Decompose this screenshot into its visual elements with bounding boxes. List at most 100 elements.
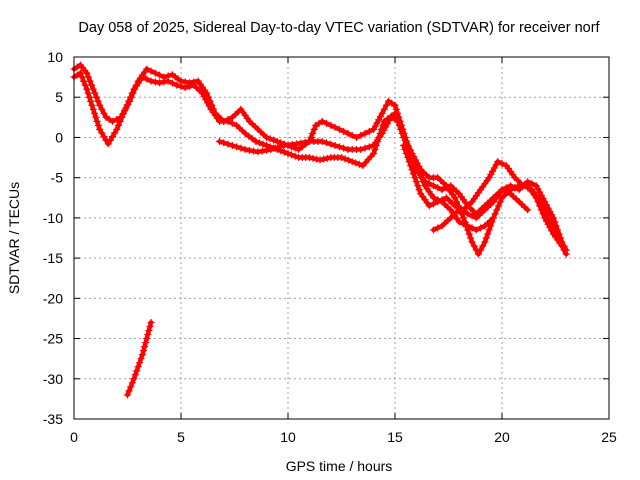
data-point xyxy=(88,81,96,89)
trace-segment xyxy=(379,98,391,116)
data-point xyxy=(173,81,181,89)
x-axis-label: GPS time / hours xyxy=(286,458,393,474)
data-point xyxy=(494,158,502,166)
data-point xyxy=(365,143,373,151)
data-point xyxy=(550,226,558,234)
data-point xyxy=(100,133,108,141)
data-point xyxy=(327,121,335,129)
data-point xyxy=(410,170,418,178)
data-point xyxy=(151,69,159,77)
data-point xyxy=(147,67,155,75)
data-point xyxy=(468,212,476,220)
data-point xyxy=(208,101,216,109)
data-point xyxy=(245,132,253,140)
data-point xyxy=(340,144,348,152)
trace-segment xyxy=(97,103,109,120)
data-point xyxy=(370,150,378,158)
data-point xyxy=(430,200,438,208)
data-point xyxy=(331,123,339,131)
data-point xyxy=(106,136,114,144)
data-point xyxy=(451,202,459,210)
y-tick-label: -5 xyxy=(51,170,64,186)
data-point xyxy=(316,156,324,164)
data-point xyxy=(241,129,249,137)
data-point xyxy=(228,141,236,149)
data-point xyxy=(224,115,232,123)
x-tick-label: 10 xyxy=(280,429,296,445)
data-point xyxy=(401,146,409,154)
data-point xyxy=(524,184,532,192)
data-point xyxy=(92,113,100,121)
data-point xyxy=(335,125,343,133)
data-point xyxy=(489,214,497,222)
data-point xyxy=(76,69,84,77)
data-point xyxy=(284,150,292,158)
data-point xyxy=(491,210,499,218)
y-tick-label: -10 xyxy=(43,210,63,226)
data-point xyxy=(98,105,106,113)
y-tick-label: -20 xyxy=(43,290,63,306)
data-point xyxy=(357,146,365,154)
data-point xyxy=(338,154,345,162)
data-point xyxy=(93,117,101,125)
y-tick-label: 0 xyxy=(55,129,63,145)
data-point xyxy=(398,125,406,133)
data-point xyxy=(547,218,555,226)
data-point xyxy=(254,148,262,156)
data-point xyxy=(113,125,121,133)
data-point xyxy=(89,105,97,113)
data-point xyxy=(143,75,151,83)
data-point xyxy=(98,129,106,137)
data-point xyxy=(472,226,480,234)
data-point xyxy=(258,147,266,155)
data-point xyxy=(129,89,137,97)
data-point xyxy=(104,140,112,148)
data-point xyxy=(271,144,279,152)
data-point xyxy=(380,105,388,113)
data-point xyxy=(498,186,506,194)
data-point xyxy=(489,167,497,175)
data-point xyxy=(144,331,152,339)
data-point xyxy=(145,327,153,335)
data-point xyxy=(220,117,228,125)
data-point xyxy=(267,146,275,154)
data-point xyxy=(186,79,194,87)
data-point xyxy=(131,85,139,93)
data-point xyxy=(425,180,433,188)
data-point xyxy=(206,97,214,105)
data-point xyxy=(119,110,127,118)
data-point xyxy=(318,137,326,145)
data-point xyxy=(430,182,438,190)
data-point xyxy=(348,158,356,166)
data-point xyxy=(204,93,212,101)
data-point xyxy=(220,139,228,147)
y-tick-label: 10 xyxy=(47,49,63,65)
data-point xyxy=(331,141,339,149)
data-point xyxy=(401,133,409,141)
series-trace-c xyxy=(216,113,570,258)
data-point xyxy=(493,206,501,214)
data-point xyxy=(453,198,461,206)
data-point xyxy=(134,363,142,371)
data-point xyxy=(86,77,94,85)
data-point xyxy=(495,202,503,210)
data-point xyxy=(96,125,104,133)
data-point xyxy=(273,137,281,145)
data-point xyxy=(414,182,422,190)
y-tick-label: -25 xyxy=(43,331,63,347)
data-point xyxy=(484,230,492,238)
data-point xyxy=(147,77,155,85)
data-point xyxy=(464,222,472,230)
data-point xyxy=(141,343,149,351)
data-point xyxy=(387,113,395,121)
data-point xyxy=(434,198,442,206)
data-point xyxy=(371,122,379,130)
data-point xyxy=(361,144,369,152)
data-point xyxy=(411,174,419,182)
series-trace-b xyxy=(70,61,570,254)
data-point xyxy=(87,97,95,105)
data-point xyxy=(156,79,164,87)
series-trace-f xyxy=(124,318,155,399)
data-point xyxy=(370,125,378,133)
